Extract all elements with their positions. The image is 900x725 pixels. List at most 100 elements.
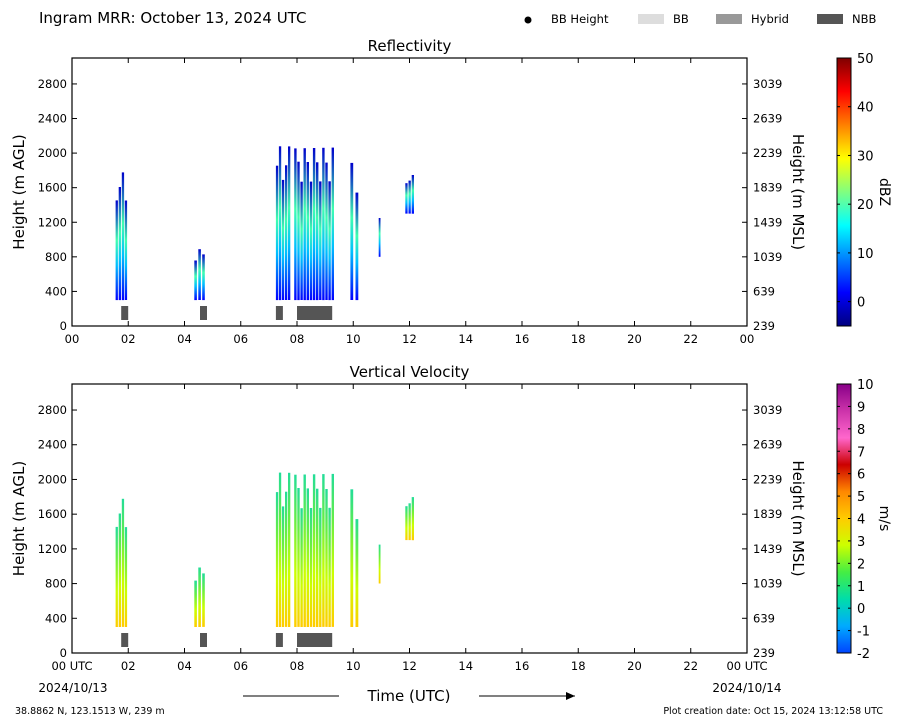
panel-title: Reflectivity xyxy=(368,37,452,55)
echo-streak xyxy=(124,527,128,627)
y2-tick-label: 1039 xyxy=(753,250,782,264)
echo-streak xyxy=(118,187,121,301)
echo-streak xyxy=(300,508,303,627)
colorbar-tick-label: -1 xyxy=(857,625,870,640)
colorbar-tick-label: 1 xyxy=(857,580,865,595)
colorbar-tick-label: 20 xyxy=(857,198,874,213)
y-tick-label: 2000 xyxy=(38,472,67,486)
y-tick-label: 1600 xyxy=(38,507,67,521)
bright-band-marker xyxy=(121,306,129,320)
legend-dot-icon xyxy=(524,16,532,24)
legend-swatch xyxy=(638,14,664,24)
echo-streak xyxy=(312,148,316,301)
legend-label: BB Height xyxy=(551,12,609,26)
x-axis-title: Time (UTC) xyxy=(367,687,451,705)
echo-streak xyxy=(297,488,300,627)
y-tick-label: 1200 xyxy=(38,542,67,556)
echo-streak xyxy=(115,526,118,627)
colorbar-label: m/s xyxy=(876,506,892,532)
echo-streak xyxy=(328,507,331,627)
legend-swatch xyxy=(817,14,843,24)
x-tick-label: 20 xyxy=(627,659,642,673)
echo-streak xyxy=(281,179,285,300)
echo-streak xyxy=(325,489,328,627)
y2-tick-label: 2639 xyxy=(753,438,782,452)
colorbar-tick-label: 6 xyxy=(857,468,865,483)
x-tick-label: 00 xyxy=(740,332,755,346)
y2-tick-label: 2239 xyxy=(753,472,782,486)
x-tick-label: 06 xyxy=(233,659,248,673)
y-tick-label: 0 xyxy=(60,319,67,333)
y2-tick-label: 2239 xyxy=(753,146,782,160)
colorbar-label: dBZ xyxy=(876,178,892,206)
figure-title: Ingram MRR: October 13, 2024 UTC xyxy=(39,9,306,27)
plot-creation-date: Plot creation date: Oct 15, 2024 13:12:5… xyxy=(663,706,883,717)
x-tick-label: 12 xyxy=(402,332,417,346)
colorbar-tick-label: 50 xyxy=(857,52,874,67)
y2-tick-label: 1439 xyxy=(753,542,782,556)
echo-streak xyxy=(405,183,408,214)
echo-streak xyxy=(331,473,334,627)
x-tick-label: 08 xyxy=(290,332,305,346)
x-tick-label: 22 xyxy=(683,659,698,673)
y-tick-label: 2400 xyxy=(38,438,67,452)
echo-streak xyxy=(278,146,282,301)
y2-tick-label: 639 xyxy=(753,284,775,298)
x-tick-label: 06 xyxy=(233,332,248,346)
arrow-head-icon xyxy=(566,692,575,700)
x-tick-label: 14 xyxy=(458,332,473,346)
echo-streak xyxy=(408,180,411,214)
y2-tick-label: 239 xyxy=(753,319,775,333)
x-tick-label: 04 xyxy=(177,332,192,346)
y2-tick-label: 239 xyxy=(753,646,775,660)
bright-band-legend: BB Height BB Hybrid NBB xyxy=(524,12,876,26)
echo-streak xyxy=(325,162,328,300)
x-tick-label: 02 xyxy=(121,332,136,346)
bright-band-marker xyxy=(200,306,207,320)
echo-streak xyxy=(319,507,322,627)
y-tick-label: 800 xyxy=(45,250,67,264)
echo-streak xyxy=(275,492,279,627)
x-tick-label: 18 xyxy=(571,659,586,673)
y-tick-label: 400 xyxy=(45,611,67,625)
echo-streak xyxy=(316,488,319,627)
y-tick-label: 2400 xyxy=(38,112,67,126)
echo-streak xyxy=(331,147,334,301)
y2-tick-label: 3039 xyxy=(753,77,782,91)
x-tick-label: 02 xyxy=(121,659,136,673)
echo-streak xyxy=(411,175,414,214)
echo-streak xyxy=(405,506,408,541)
bright-band-marker xyxy=(275,633,283,647)
x-tick-label: 16 xyxy=(515,659,530,673)
x-tick-label: 00 xyxy=(65,332,80,346)
echo-streak xyxy=(278,472,282,627)
echo-streak xyxy=(294,474,297,627)
echo-streak xyxy=(350,162,354,300)
y2-tick-label: 639 xyxy=(753,611,775,625)
x-tick-label: 12 xyxy=(402,659,417,673)
echo-streak xyxy=(411,497,414,541)
y-tick-label: 2000 xyxy=(38,146,67,160)
echo-streak xyxy=(194,580,197,627)
echo-streak xyxy=(303,148,306,301)
echo-streak xyxy=(198,567,201,627)
echo-streak xyxy=(300,181,303,300)
colorbar-tick-label: 3 xyxy=(857,535,865,550)
x-tick-label: 08 xyxy=(290,659,305,673)
echo-streak xyxy=(355,192,359,301)
echo-streak xyxy=(309,508,313,627)
echo-streak xyxy=(285,491,288,627)
colorbar-tick-label: 5 xyxy=(857,490,865,505)
y2-tick-label: 3039 xyxy=(753,403,782,417)
y2-tick-label: 1439 xyxy=(753,215,782,229)
echo-streak xyxy=(306,162,309,301)
bright-band-marker xyxy=(275,306,283,320)
colorbar-tick-label: 10 xyxy=(857,247,874,262)
echo-streak xyxy=(275,165,279,301)
panel-title: Vertical Velocity xyxy=(350,363,470,381)
x-tick-label: 22 xyxy=(683,332,698,346)
colorbar xyxy=(836,57,852,327)
echo-streak xyxy=(294,148,297,301)
echo-streak xyxy=(322,474,325,627)
